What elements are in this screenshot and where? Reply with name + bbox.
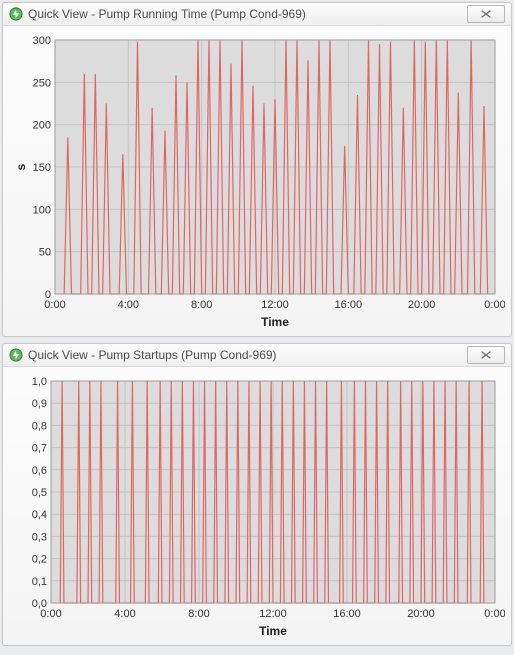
x-tick-label: 4:00	[114, 608, 135, 620]
close-button[interactable]	[467, 5, 505, 23]
x-tick-label: 8:00	[191, 299, 212, 311]
x-tick-label: 0:00	[40, 608, 61, 620]
quickview-panel: Quick View - Pump Startups (Pump Cond-96…	[2, 343, 512, 646]
y-tick-label: 0,4	[32, 509, 47, 521]
x-tick-label: 8:00	[188, 608, 209, 620]
chart-svg: 0501001502002503000:004:008:0012:0016:00…	[11, 32, 505, 332]
x-axis-label: Time	[261, 315, 289, 329]
y-tick-label: 1,0	[32, 376, 47, 388]
y-tick-label: 0,9	[32, 398, 47, 410]
chart-area: 0,00,10,20,30,40,50,60,70,80,91,00:004:0…	[3, 367, 511, 645]
y-tick-label: 0,6	[32, 465, 47, 477]
y-axis-label: s	[14, 163, 28, 170]
panel-titlebar: Quick View - Pump Running Time (Pump Con…	[3, 3, 511, 26]
panel-title: Quick View - Pump Startups (Pump Cond-96…	[28, 348, 467, 362]
y-tick-label: 0,7	[32, 443, 47, 455]
x-tick-label: 0:00	[484, 608, 505, 620]
app-icon-wrap	[9, 348, 23, 362]
y-tick-label: 150	[33, 162, 51, 174]
close-button[interactable]	[467, 346, 505, 364]
y-tick-label: 0,5	[32, 487, 47, 499]
x-tick-label: 20:00	[407, 608, 435, 620]
chart-svg: 0,00,10,20,30,40,50,60,70,80,91,00:004:0…	[11, 373, 505, 641]
x-tick-label: 16:00	[333, 608, 361, 620]
x-tick-label: 16:00	[335, 299, 363, 311]
quickview-panel: Quick View - Pump Running Time (Pump Con…	[2, 2, 512, 337]
panel-titlebar: Quick View - Pump Startups (Pump Cond-96…	[3, 344, 511, 367]
x-tick-label: 12:00	[259, 608, 287, 620]
x-tick-label: 4:00	[118, 299, 139, 311]
y-tick-label: 200	[33, 120, 51, 132]
y-tick-label: 300	[33, 35, 51, 47]
close-x-icon	[480, 9, 492, 19]
x-tick-label: 0:00	[484, 299, 505, 311]
x-tick-label: 12:00	[261, 299, 289, 311]
x-tick-label: 20:00	[408, 299, 436, 311]
y-tick-label: 0,8	[32, 420, 47, 432]
y-tick-label: 0,1	[32, 576, 47, 588]
chart-area: 0501001502002503000:004:008:0012:0016:00…	[3, 26, 511, 336]
y-tick-label: 0,2	[32, 554, 47, 566]
app-icon	[9, 7, 23, 21]
y-tick-label: 100	[33, 204, 51, 216]
y-tick-label: 0,3	[32, 531, 47, 543]
x-axis-label: Time	[259, 624, 287, 638]
panel-title: Quick View - Pump Running Time (Pump Con…	[28, 7, 467, 21]
y-tick-label: 50	[39, 247, 51, 259]
close-x-icon	[480, 350, 492, 360]
y-tick-label: 250	[33, 77, 51, 89]
app-icon-wrap	[9, 7, 23, 21]
x-tick-label: 0:00	[44, 299, 65, 311]
app-icon	[9, 348, 23, 362]
